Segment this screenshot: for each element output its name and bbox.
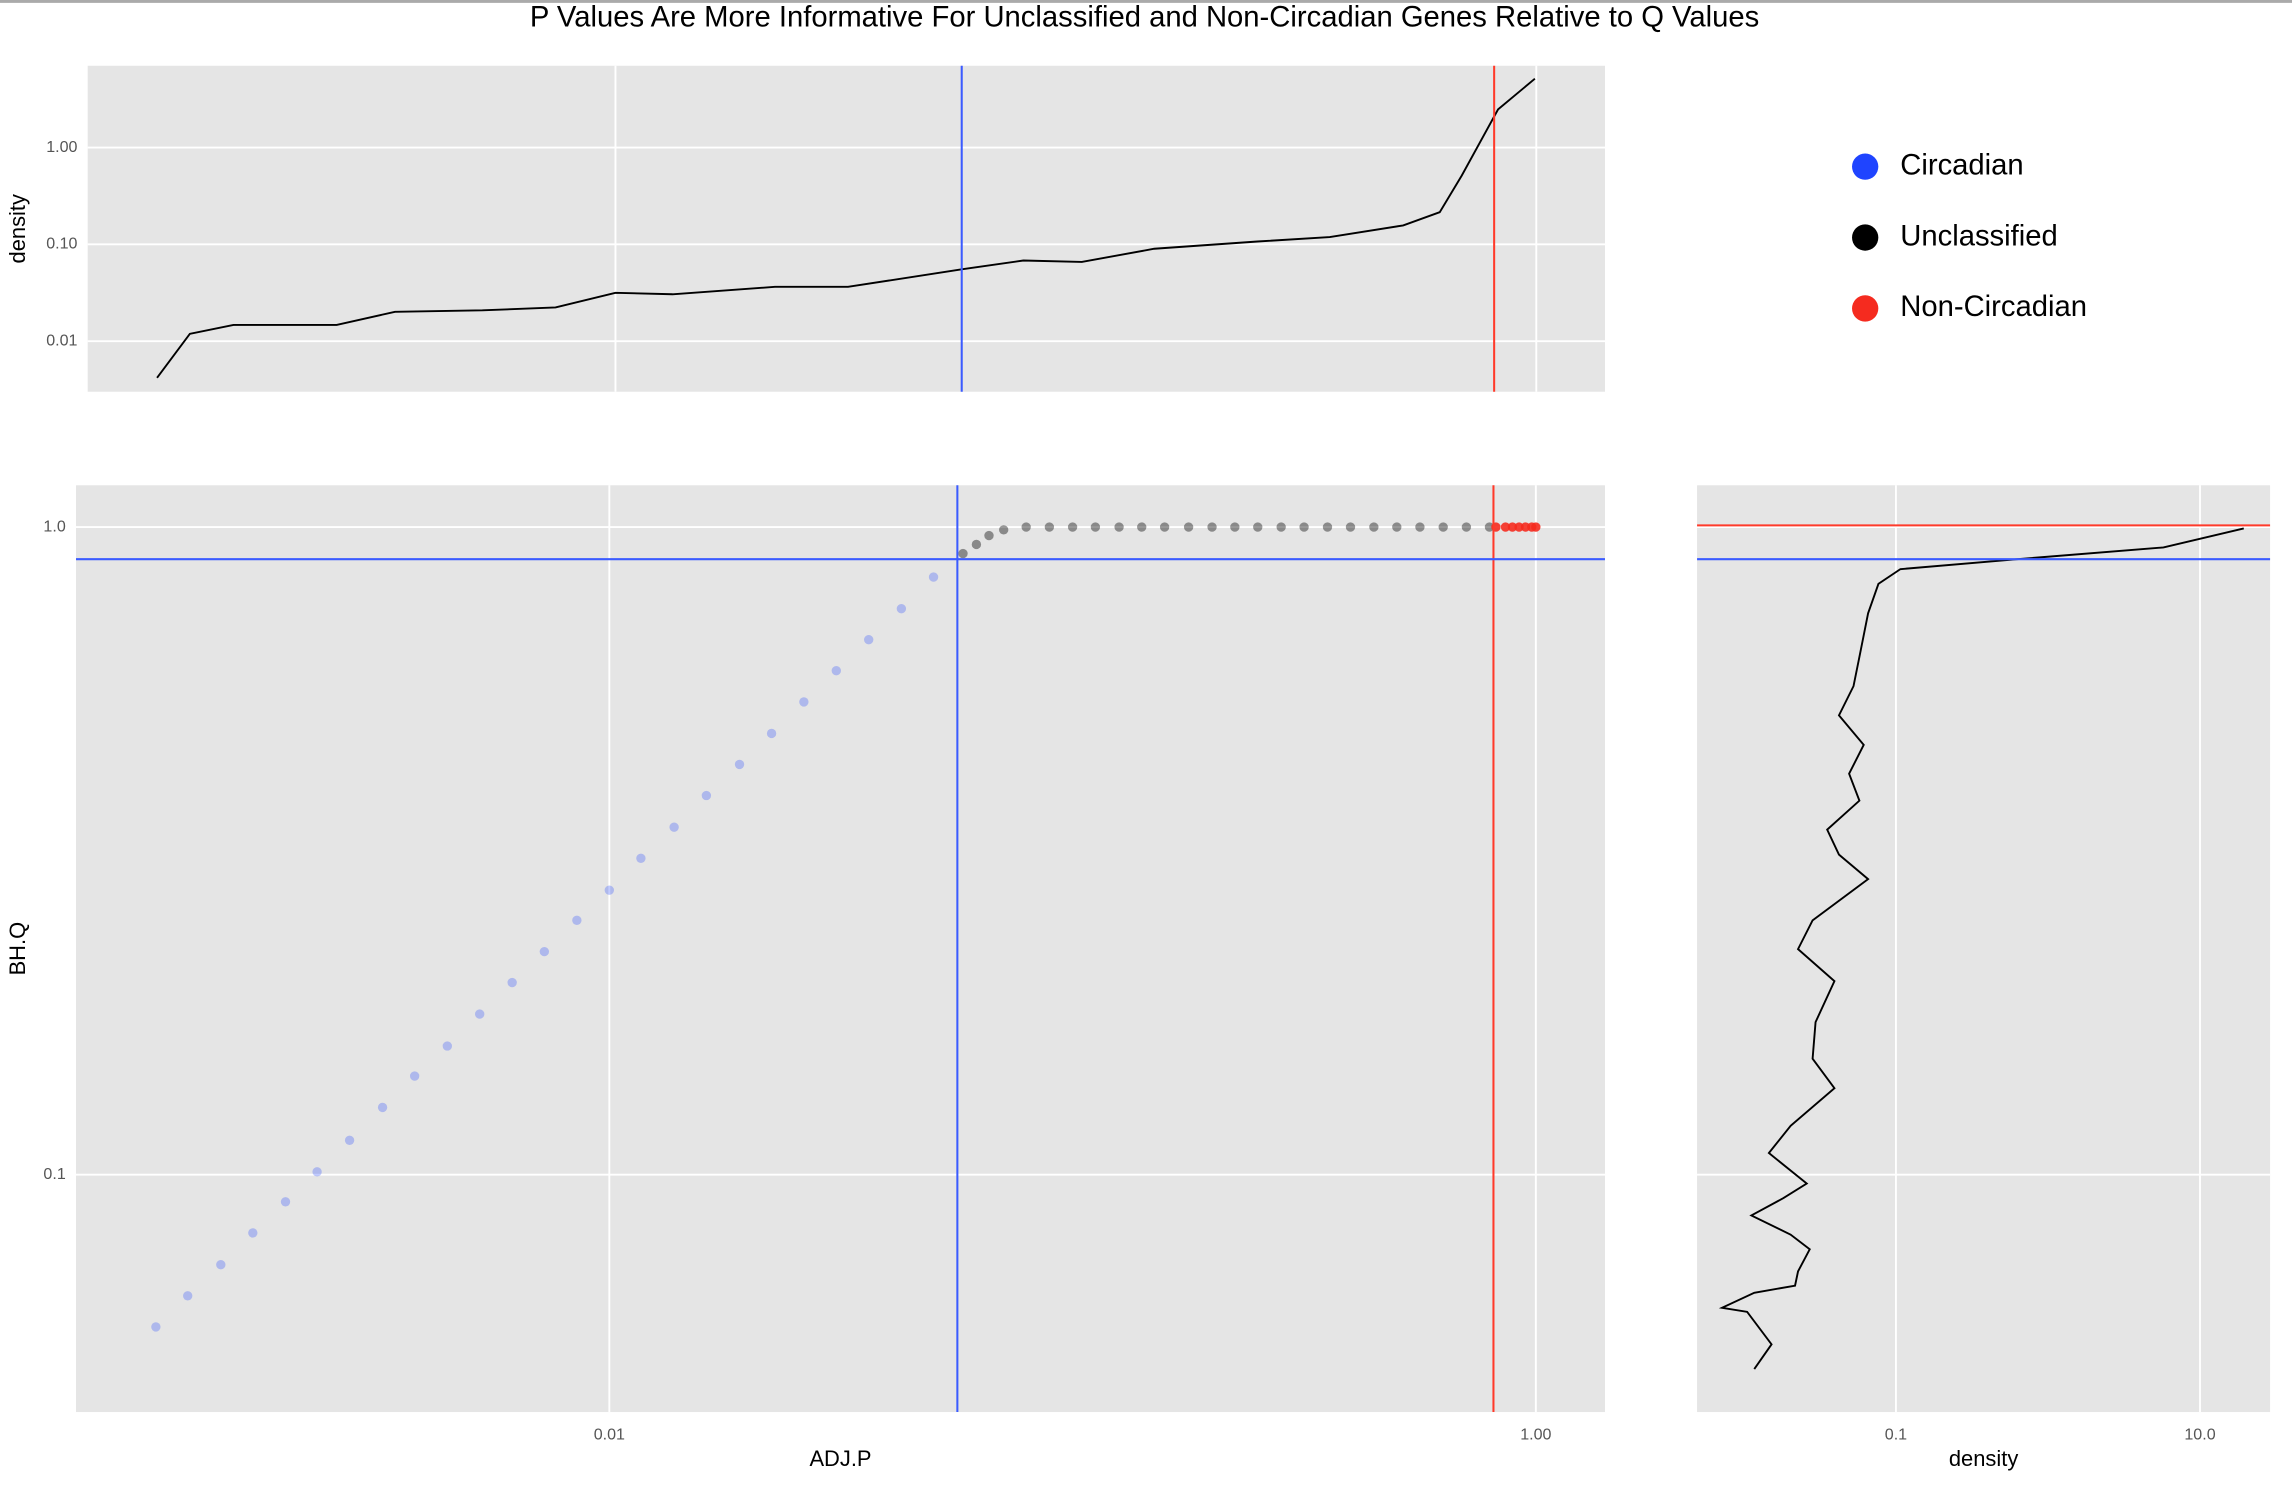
point	[1183, 522, 1194, 532]
point	[766, 728, 777, 739]
point	[1438, 522, 1448, 532]
point	[1114, 522, 1124, 532]
point	[971, 539, 982, 550]
point	[409, 1071, 420, 1081]
point	[636, 853, 646, 863]
point	[1392, 522, 1402, 532]
point	[928, 572, 939, 582]
legend-marker	[1852, 295, 1879, 322]
point	[248, 1228, 258, 1238]
legend-marker	[1852, 153, 1879, 180]
point	[1369, 522, 1379, 532]
point	[442, 1041, 452, 1051]
point	[1415, 522, 1425, 532]
point	[1021, 522, 1031, 532]
x-axis-label: ADJ.P	[809, 1446, 871, 1471]
chart-title: P Values Are More Informative For Unclas…	[530, 2, 1759, 34]
legend-label: Unclassified	[1900, 220, 2058, 252]
point	[475, 1009, 485, 1019]
point	[604, 885, 614, 895]
point	[183, 1291, 193, 1301]
y-tick-label: 1.0	[43, 517, 65, 535]
point	[280, 1197, 291, 1207]
point	[572, 915, 582, 926]
panel-background	[76, 485, 1605, 1413]
point	[1322, 522, 1333, 532]
point	[1159, 522, 1170, 532]
point	[1090, 522, 1101, 532]
y-axis-label: BH.Q	[5, 922, 30, 976]
point	[799, 697, 809, 707]
x-tick-label: 10.0	[2184, 1426, 2215, 1444]
point	[1276, 522, 1286, 532]
point	[1484, 522, 1495, 532]
y-tick-label: 1.00	[46, 138, 77, 156]
legend-label: Non-Circadian	[1900, 291, 2087, 323]
y-tick-label: 0.10	[46, 235, 77, 253]
y-tick-label: 0.1	[43, 1165, 65, 1183]
point	[377, 1102, 388, 1113]
point	[151, 1322, 161, 1332]
y-axis-label: density	[5, 194, 30, 263]
point	[1514, 522, 1524, 532]
point	[1230, 522, 1240, 532]
point	[1500, 522, 1511, 532]
point	[1299, 522, 1309, 532]
point	[896, 604, 907, 614]
point	[1507, 522, 1518, 532]
point	[1044, 522, 1055, 532]
point	[1067, 522, 1078, 532]
x-axis-label: density	[1949, 1446, 2018, 1471]
panel-background	[87, 65, 1605, 392]
point	[984, 530, 994, 541]
point	[539, 946, 550, 957]
point	[1531, 522, 1541, 532]
point	[507, 977, 517, 988]
x-tick-label: 1.00	[1520, 1426, 1551, 1444]
point	[1137, 522, 1147, 532]
y-tick-label: 0.01	[46, 331, 77, 349]
point	[216, 1260, 226, 1270]
point	[958, 548, 968, 559]
point	[734, 759, 745, 770]
point	[1461, 522, 1472, 532]
density-line	[156, 77, 1536, 379]
density-line	[1718, 527, 2244, 1370]
point	[344, 1135, 355, 1145]
point	[701, 790, 712, 801]
point	[669, 822, 679, 832]
legend-label: Circadian	[1900, 149, 2023, 181]
point	[864, 635, 874, 645]
x-tick-label: 0.01	[594, 1426, 625, 1444]
legend-marker	[1852, 224, 1879, 251]
point	[999, 525, 1009, 535]
point	[831, 666, 841, 676]
x-tick-label: 0.1	[1885, 1426, 1907, 1444]
point	[1253, 522, 1263, 532]
point	[1345, 522, 1356, 532]
panel-background	[1697, 485, 2271, 1413]
point	[312, 1167, 322, 1177]
point	[1207, 522, 1217, 532]
